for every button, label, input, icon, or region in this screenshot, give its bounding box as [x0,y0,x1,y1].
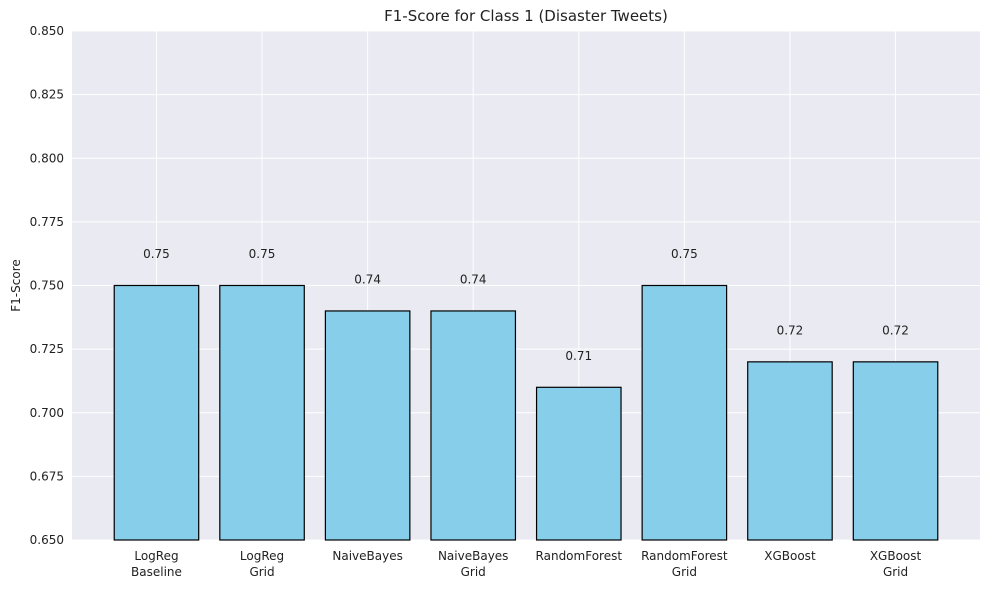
x-tick-label-line: NaiveBayes [332,549,402,563]
x-tick-label-line: NaiveBayes [438,549,508,563]
bar [324,310,411,541]
x-tick-label: RandomForest [536,549,623,563]
bar [852,361,939,541]
x-tick-label: XGBoost [764,549,816,563]
bar-value-label: 0.75 [143,247,170,261]
bars [113,284,939,541]
y-tick-label: 0.675 [30,469,64,483]
bar-value-label: 0.75 [249,247,276,261]
x-tick-label-line: Grid [672,565,697,579]
bar-value-label: 0.72 [882,323,909,337]
x-tick-label-line: Grid [883,565,908,579]
x-tick-label: RandomForest Grid [641,549,728,579]
x-tick-label-line: Grid [249,565,274,579]
y-tick-label: 0.775 [30,215,64,229]
bar-value-label: 0.74 [354,273,381,287]
x-tick-label: LogReg Grid [240,549,284,579]
x-tick-label-line: LogReg [240,549,284,563]
x-tick-label-line: RandomForest [641,549,728,563]
y-tick-label: 0.800 [30,151,64,165]
x-tick-label-line: Baseline [131,565,182,579]
bar-value-label: 0.71 [565,349,592,363]
bar [535,386,622,541]
chart-title: F1-Score for Class 1 (Disaster Tweets) [384,7,668,25]
bar [113,284,200,541]
x-tick-label-line: XGBoost [870,549,922,563]
x-tick-label: NaiveBayes [332,549,402,563]
x-tick-label-line: LogReg [134,549,178,563]
y-axis-label: F1-Score [9,259,23,311]
x-tick-label-line: Grid [461,565,486,579]
x-tick-label: XGBoost Grid [870,549,922,579]
bar [641,284,728,541]
x-tick-label-line: XGBoost [764,549,816,563]
bar [430,310,517,541]
y-tick-label: 0.650 [30,533,64,547]
x-tick-label: NaiveBayes Grid [438,549,508,579]
bar-value-label: 0.75 [671,247,698,261]
y-tick-label: 0.750 [30,279,64,293]
bar [219,284,305,541]
x-tick-label: LogReg Baseline [131,549,182,579]
data-labels: 0.75 0.75 0.74 0.74 0.71 0.75 0.72 0.72 [143,247,909,363]
x-tick-label-line: RandomForest [536,549,623,563]
bar-value-label: 0.72 [777,323,804,337]
y-tick-label: 0.825 [30,88,64,102]
y-axis-ticks: 0.650 0.675 0.700 0.725 0.750 0.775 0.800 0.825… [30,24,64,547]
y-tick-label: 0.725 [30,342,64,356]
bar-value-label: 0.74 [460,273,487,287]
bar [747,361,833,541]
y-tick-label: 0.700 [30,406,64,420]
y-tick-label: 0.850 [30,24,64,38]
